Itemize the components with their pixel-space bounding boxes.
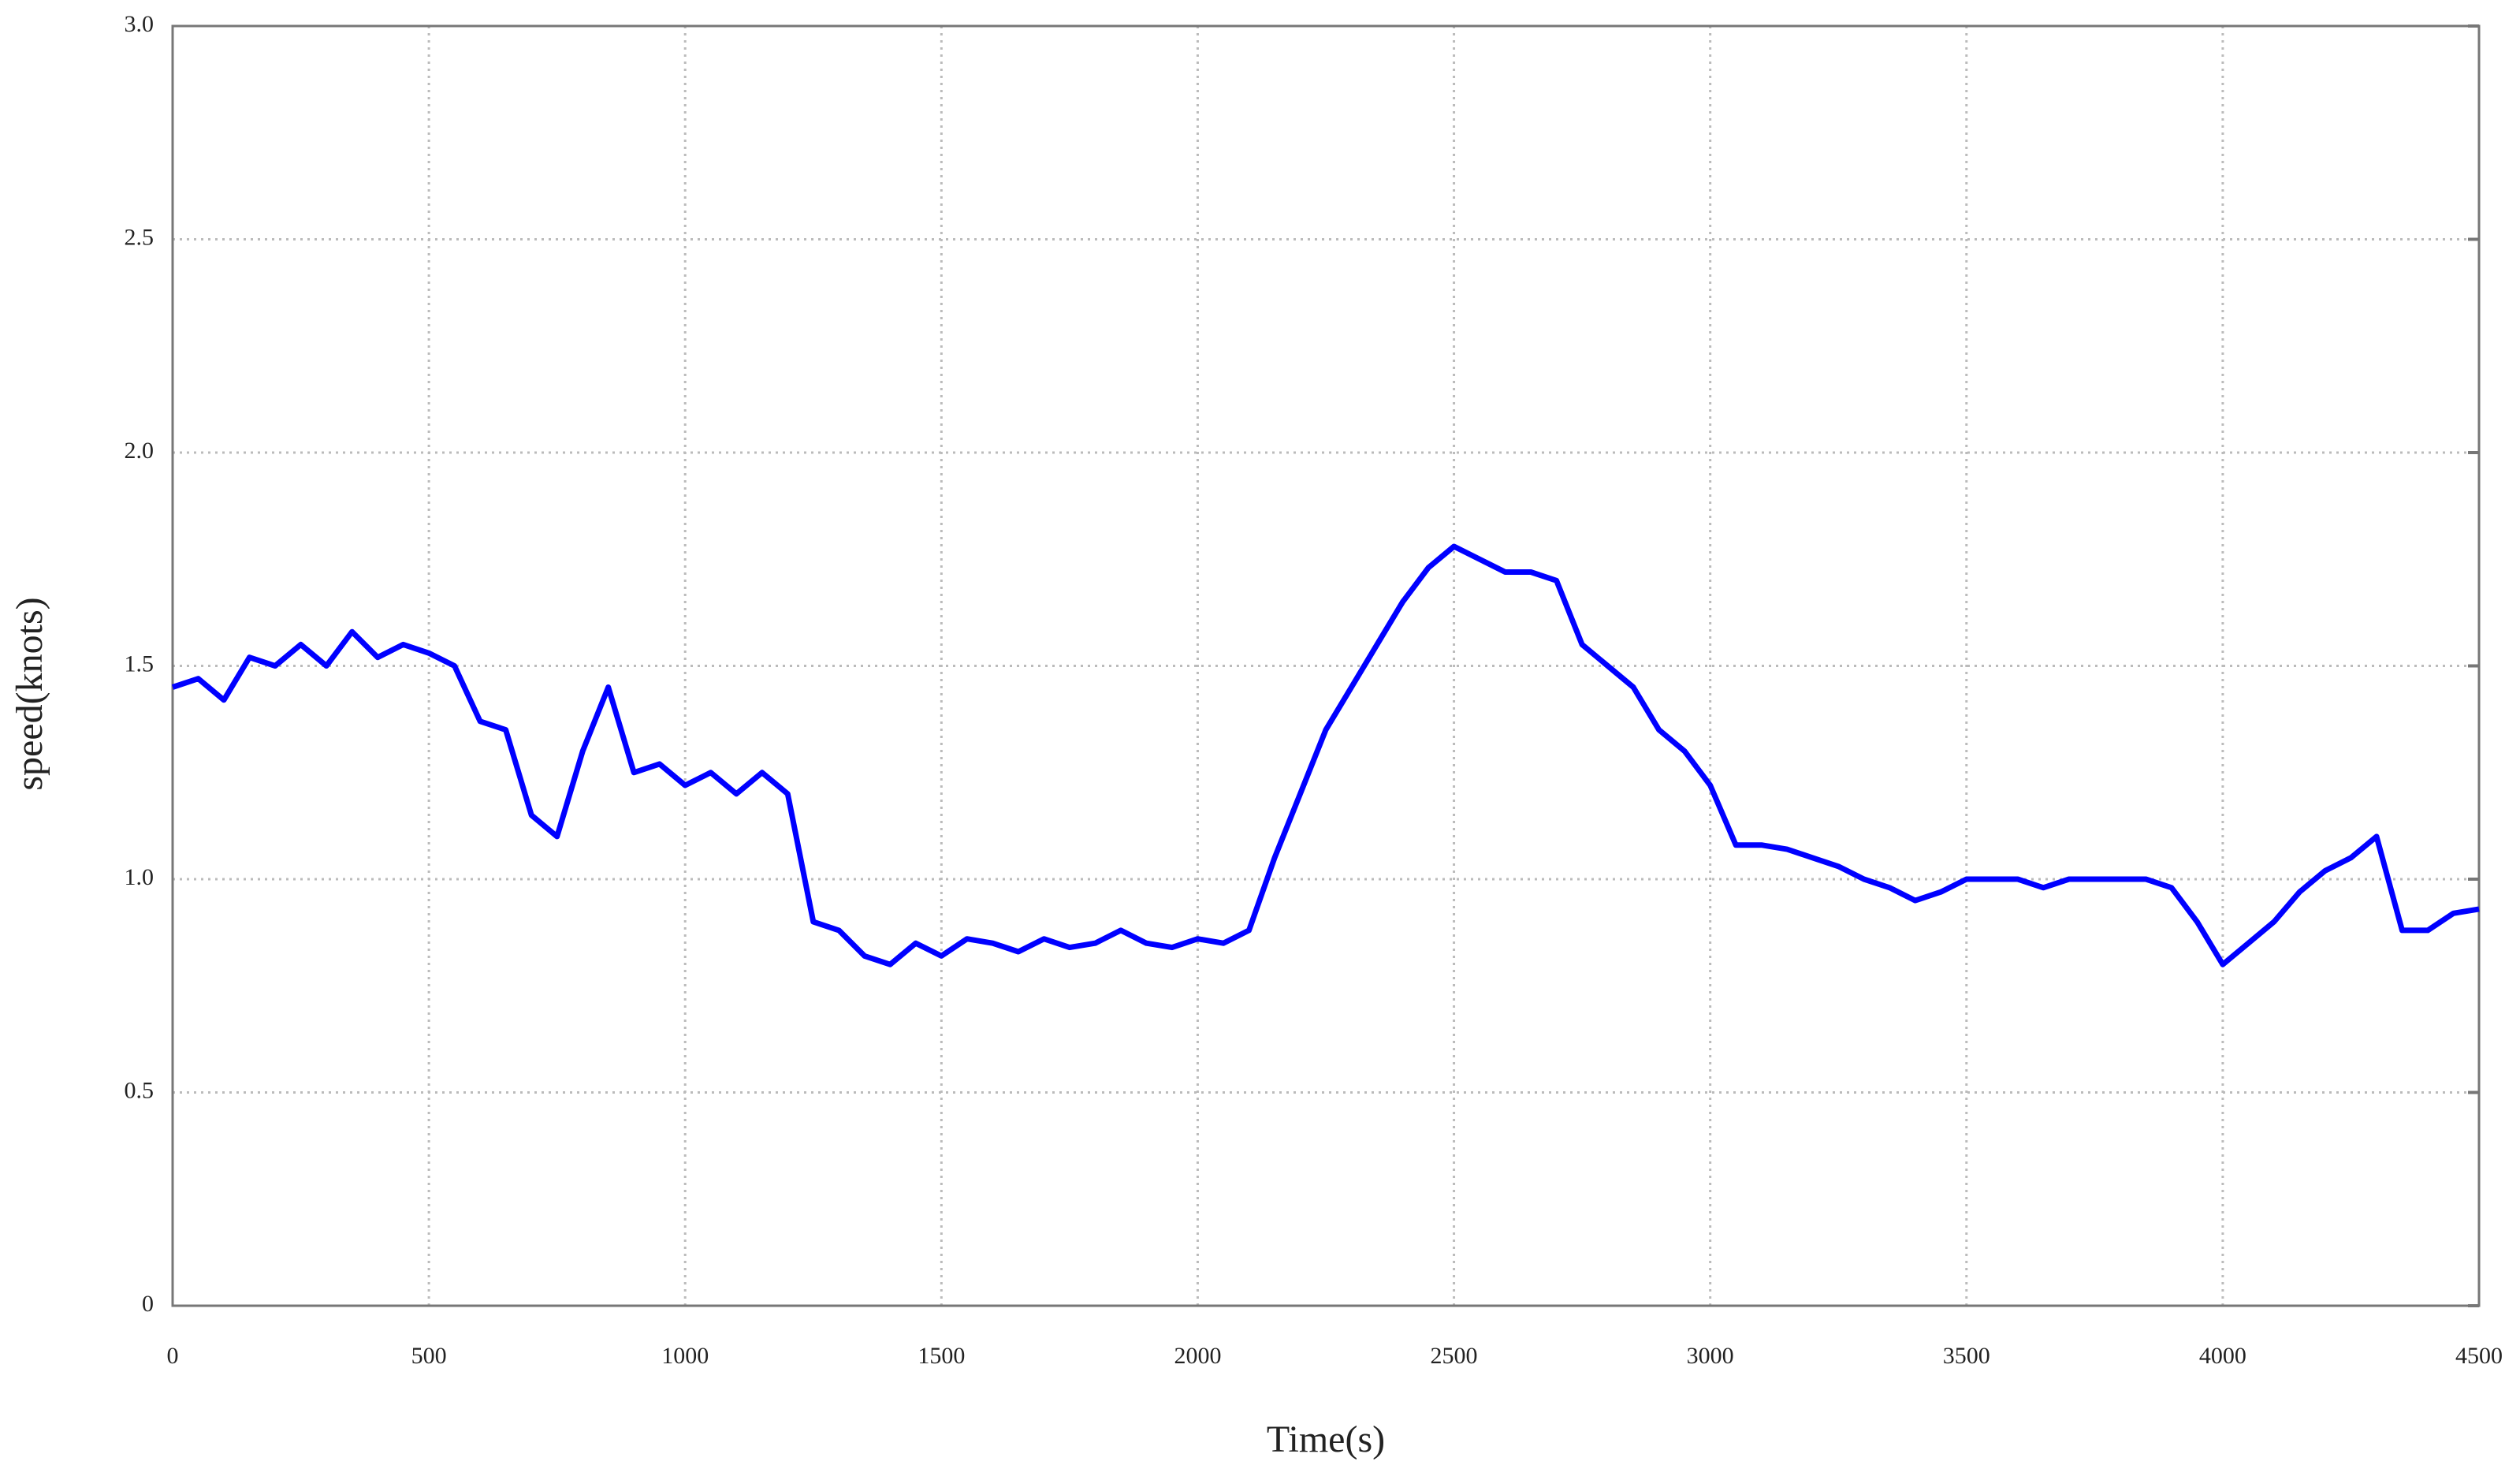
x-axis-label: Time(s)	[1267, 1418, 1385, 1460]
x-tick-label: 1500	[918, 1343, 965, 1369]
y-tick-label: 3.0	[125, 11, 154, 37]
y-tick-label: 1.5	[125, 651, 154, 677]
x-tick-label: 4000	[2199, 1343, 2246, 1369]
y-tick-label: 0.5	[125, 1077, 154, 1103]
y-tick-label: 0	[142, 1291, 154, 1317]
y-tick-label: 2.0	[125, 438, 154, 464]
x-tick-label: 3500	[1943, 1343, 1990, 1369]
x-tick-label: 3000	[1687, 1343, 1734, 1369]
x-tick-label: 4500	[2455, 1343, 2503, 1369]
y-axis-label: speed(knots)	[9, 597, 50, 790]
plot-frame	[171, 24, 2481, 1307]
x-tick-label: 2500	[1431, 1343, 1478, 1369]
x-tick-label: 500	[411, 1343, 447, 1369]
x-tick-label: 1000	[661, 1343, 709, 1369]
x-tick-label: 2000	[1174, 1343, 1221, 1369]
x-tick-label: 0	[167, 1343, 179, 1369]
y-tick-label: 2.5	[125, 224, 154, 250]
data-line	[171, 543, 2480, 967]
y-tick-label: 1.0	[125, 864, 154, 890]
